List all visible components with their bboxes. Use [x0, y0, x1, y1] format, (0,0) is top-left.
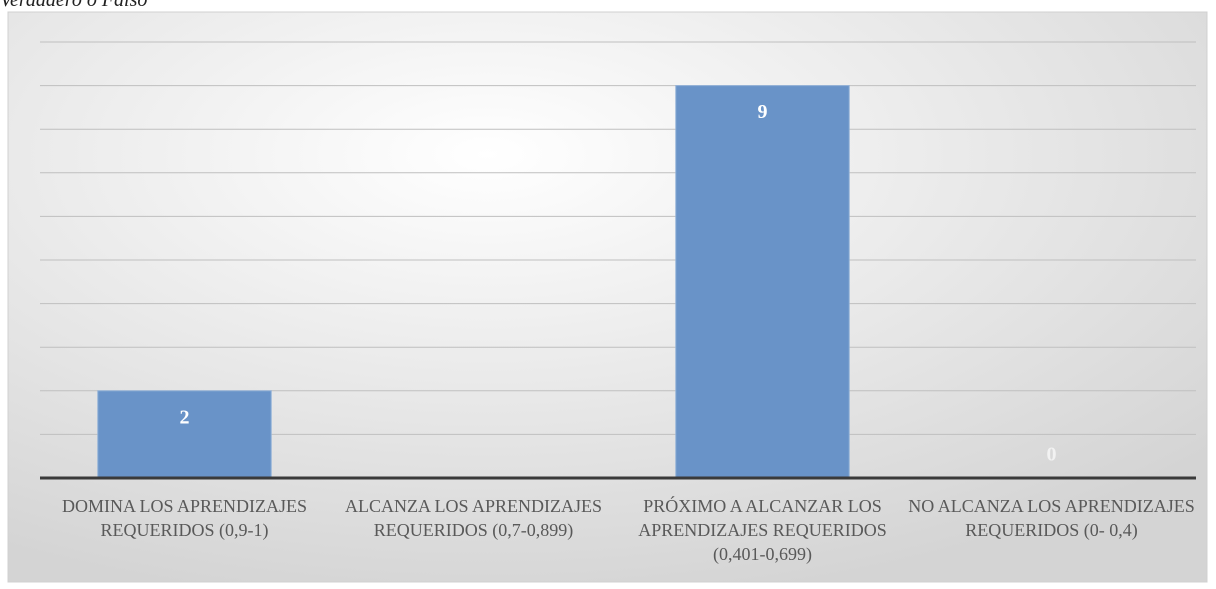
x-tick-label: DOMINA LOS APRENDIZAJES REQUERIDOS (0,9-…: [61, 496, 308, 540]
bar: [97, 390, 272, 479]
x-tick-label: ALCANZA LOS APRENDIZAJES REQUERIDOS (0,7…: [344, 496, 603, 540]
x-tick-label: NO ALCANZA LOS APRENDIZAJES REQUERIDOS (…: [908, 496, 1195, 540]
data-label: 0: [1047, 444, 1057, 466]
chart-background: [7, 11, 1208, 583]
data-label: 9: [758, 101, 768, 123]
data-label: 2: [180, 406, 190, 428]
chart-title: Verdadero o Falso: [0, 0, 148, 11]
bar: [675, 85, 850, 479]
x-tick-label: PRÓXIMO A ALCANZAR LOS APRENDIZAJES REQU…: [638, 496, 887, 564]
